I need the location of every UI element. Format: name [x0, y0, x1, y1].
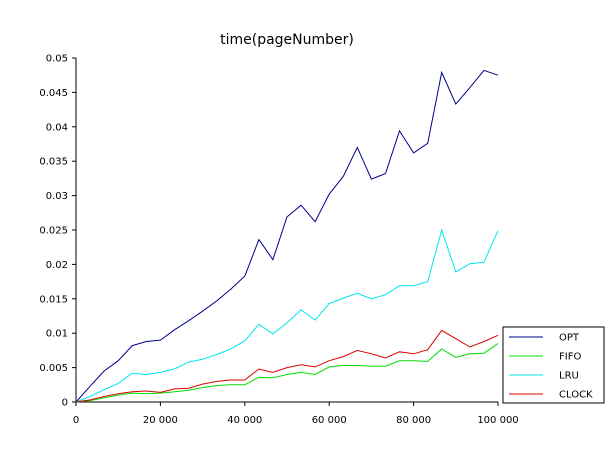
axes: 0 20 000 40 000 60 000 80 000 100 000 0 0.005 0.… [39, 54, 518, 427]
x-tick-label: 100 000 [477, 415, 518, 426]
x-tick-label: 60 000 [312, 415, 347, 426]
y-tick-label: 0.025 [39, 226, 68, 237]
legend-label: FIFO [559, 352, 581, 363]
series-line-lru [75, 228, 499, 403]
chart-title: time(pageNumber) [220, 32, 354, 48]
y-tick-label: 0.03 [46, 191, 68, 202]
series-lines [75, 69, 499, 403]
y-tick-label: 0 [62, 398, 68, 409]
y-tick-label: 0.02 [46, 260, 68, 271]
series-line-clock [75, 329, 499, 403]
legend: OPT FIFO LRU CLOCK [502, 326, 605, 404]
legend-label: LRU [559, 371, 579, 382]
x-tick-label: 40 000 [227, 415, 262, 426]
series-line-opt [75, 69, 499, 403]
legend-box [502, 326, 605, 404]
legend-label: OPT [559, 333, 580, 344]
y-tick-label: 0.015 [39, 294, 68, 305]
y-tick-label: 0.04 [46, 122, 68, 133]
y-tick-label: 0.05 [46, 54, 68, 65]
x-tick-label: 0 [73, 415, 79, 426]
y-tick-label: 0.045 [39, 88, 68, 99]
x-tick-label: 20 000 [143, 415, 178, 426]
y-tick-label: 0.035 [39, 157, 68, 168]
legend-label: CLOCK [559, 390, 593, 401]
y-tick-label: 0.01 [46, 329, 68, 340]
series-line-fifo [75, 343, 499, 403]
y-tick-label: 0.005 [39, 363, 68, 374]
x-tick-label: 80 000 [396, 415, 431, 426]
